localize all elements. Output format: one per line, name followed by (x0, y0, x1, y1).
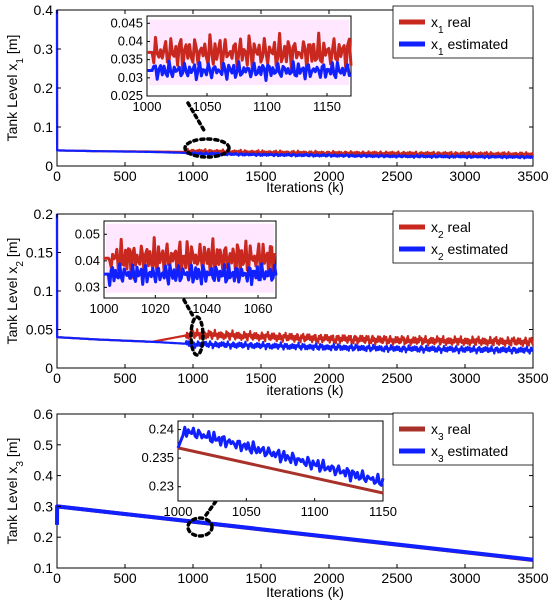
y-tick-label: 0.2 (34, 206, 54, 222)
legend-label-real: x3 real (431, 421, 471, 443)
inset-y-tick-label: 0.05 (75, 226, 100, 241)
x-axis-label: Iterations (k) (266, 584, 344, 600)
inset-x-tick-label: 1020 (141, 301, 170, 316)
chart-panel-3: 0 500 1000 1500 2000 2500 3000 3500 0.1 0.2 0.3 0.4… (4, 406, 549, 600)
zoom-region-marker (183, 137, 231, 159)
x-tick-label: 3000 (449, 168, 480, 184)
inset-y-tick-label: 0.04 (75, 253, 100, 268)
inset-x-tick-label: 1100 (301, 504, 329, 519)
x-tick-label: 3500 (517, 370, 548, 386)
y-tick-label: 0.15 (26, 245, 53, 261)
y-axis-label: Tank Level x2 [m] (4, 238, 26, 345)
inset-y-tick-label: 0.03 (118, 70, 143, 85)
y-axis-label: Tank Level x1 [m] (4, 35, 26, 142)
x-tick-label: 2000 (313, 570, 344, 586)
series-line-estimated (55, 9, 535, 160)
x-tick-label: 3500 (517, 570, 548, 586)
x-tick-label: 0 (53, 370, 61, 386)
legend-label-real: x2 real (431, 219, 471, 241)
x-axis-label: Iterations (k) (266, 179, 344, 195)
inset-y-tick-label: 0.045 (110, 15, 143, 30)
x-tick-label: 3500 (517, 168, 548, 184)
y-tick-label: 0.2 (34, 529, 54, 545)
legend-label-estimated: x3 estimated (431, 443, 508, 465)
inset-x-tick-label: 1150 (369, 504, 397, 519)
x-tick-label: 2500 (381, 570, 412, 586)
zoom-arrow (182, 298, 195, 318)
y-tick-label: 0.3 (34, 498, 54, 514)
x-tick-label: 2000 (313, 370, 344, 386)
x-tick-label: 1500 (245, 370, 276, 386)
y-tick-label: 0.1 (34, 560, 54, 576)
inset-line-estimated (147, 59, 352, 82)
y-tick-label: 0 (45, 158, 53, 174)
x-tick-label: 500 (113, 370, 137, 386)
inset-chart-3: 1000 1050 1100 1150 0.23 0.235 0.24 (141, 420, 397, 519)
zoom-arrow (186, 101, 207, 134)
inset-chart-2: 1000 1020 1040 1060 0.03 0.04 0.05 (75, 220, 278, 316)
x-tick-label: 1500 (245, 570, 276, 586)
legend-label-estimated: x1 estimated (431, 36, 508, 58)
inset-y-tick-label: 0.23 (149, 479, 174, 494)
chart-panel-2: 0 500 1000 1500 2000 2500 3000 3500 0 0.05 0.1 0.15… (4, 206, 549, 398)
inset-y-tick-label: 0.03 (75, 279, 100, 294)
y-tick-label: 0.2 (34, 80, 54, 96)
y-tick-label: 0.05 (26, 322, 53, 338)
inset-x-tick-label: 1100 (253, 99, 281, 114)
inset-y-tick-label: 0.035 (110, 52, 143, 67)
x-tick-label: 2000 (313, 168, 344, 184)
zoom-arrow (204, 488, 226, 517)
y-tick-label: 0 (45, 360, 53, 376)
inset-x-tick-label: 1040 (192, 301, 221, 316)
legend-box (392, 412, 534, 466)
inset-x-tick-label: 1000 (133, 99, 162, 114)
y-tick-label: 0.5 (34, 437, 54, 453)
x-tick-label: 1000 (177, 370, 208, 386)
y-tick-label: 0.1 (34, 283, 54, 299)
inset-x-tick-label: 1000 (90, 301, 119, 316)
x-tick-label: 2500 (381, 370, 412, 386)
x-tick-label: 1000 (177, 168, 208, 184)
y-tick-label: 0.6 (34, 406, 54, 422)
inset-y-tick-label: 0.235 (141, 450, 174, 465)
inset-line-real (147, 31, 353, 73)
x-tick-label: 500 (113, 570, 137, 586)
x-axis-label: iterations (k) (266, 382, 343, 398)
y-axis-label: Tank Level x3 [m] (4, 438, 26, 545)
inset-y-tick-label: 0.04 (118, 33, 143, 48)
y-tick-label: 0.1 (34, 119, 54, 135)
inset-chart-1: 1000 1050 1100 1150 0.025 0.03 0.035 0.04 0.045 (110, 15, 353, 114)
series-line-estimated (55, 213, 534, 355)
inset-y-tick-label: 0.025 (110, 88, 143, 103)
x-tick-label: 0 (53, 168, 61, 184)
zoom-region-marker (186, 516, 214, 538)
inset-x-tick-label: 1050 (232, 504, 261, 519)
inset-x-tick-label: 1000 (164, 504, 193, 519)
inset-line-estimated (103, 262, 278, 287)
zoom-region-marker (189, 315, 205, 357)
inset-x-tick-label: 1060 (244, 301, 273, 316)
x-tick-label: 2500 (381, 168, 412, 184)
legend-label-real: x1 real (431, 14, 471, 36)
x-tick-label: 3000 (449, 570, 480, 586)
inset-x-tick-label: 1050 (193, 99, 222, 114)
inset-line-real (177, 446, 384, 495)
y-tick-label: 0.4 (34, 468, 54, 484)
x-tick-label: 1500 (245, 168, 276, 184)
y-tick-label: 0.4 (34, 2, 54, 18)
legend-box (392, 210, 534, 264)
inset-x-tick-label: 1150 (313, 99, 341, 114)
chart-panel-1: 0 500 1000 1500 2000 2500 3000 3500 0 0.1 0.2 0.3 0.… (4, 2, 549, 195)
x-tick-label: 3000 (449, 370, 480, 386)
legend-box (392, 5, 534, 59)
x-tick-label: 0 (53, 570, 61, 586)
legend-label-estimated: x2 estimated (431, 241, 508, 263)
x-tick-label: 1000 (177, 570, 208, 586)
inset-y-tick-label: 0.24 (149, 422, 174, 437)
y-tick-label: 0.3 (34, 41, 54, 57)
inset-line-estimated (176, 425, 385, 487)
x-tick-label: 500 (113, 168, 137, 184)
